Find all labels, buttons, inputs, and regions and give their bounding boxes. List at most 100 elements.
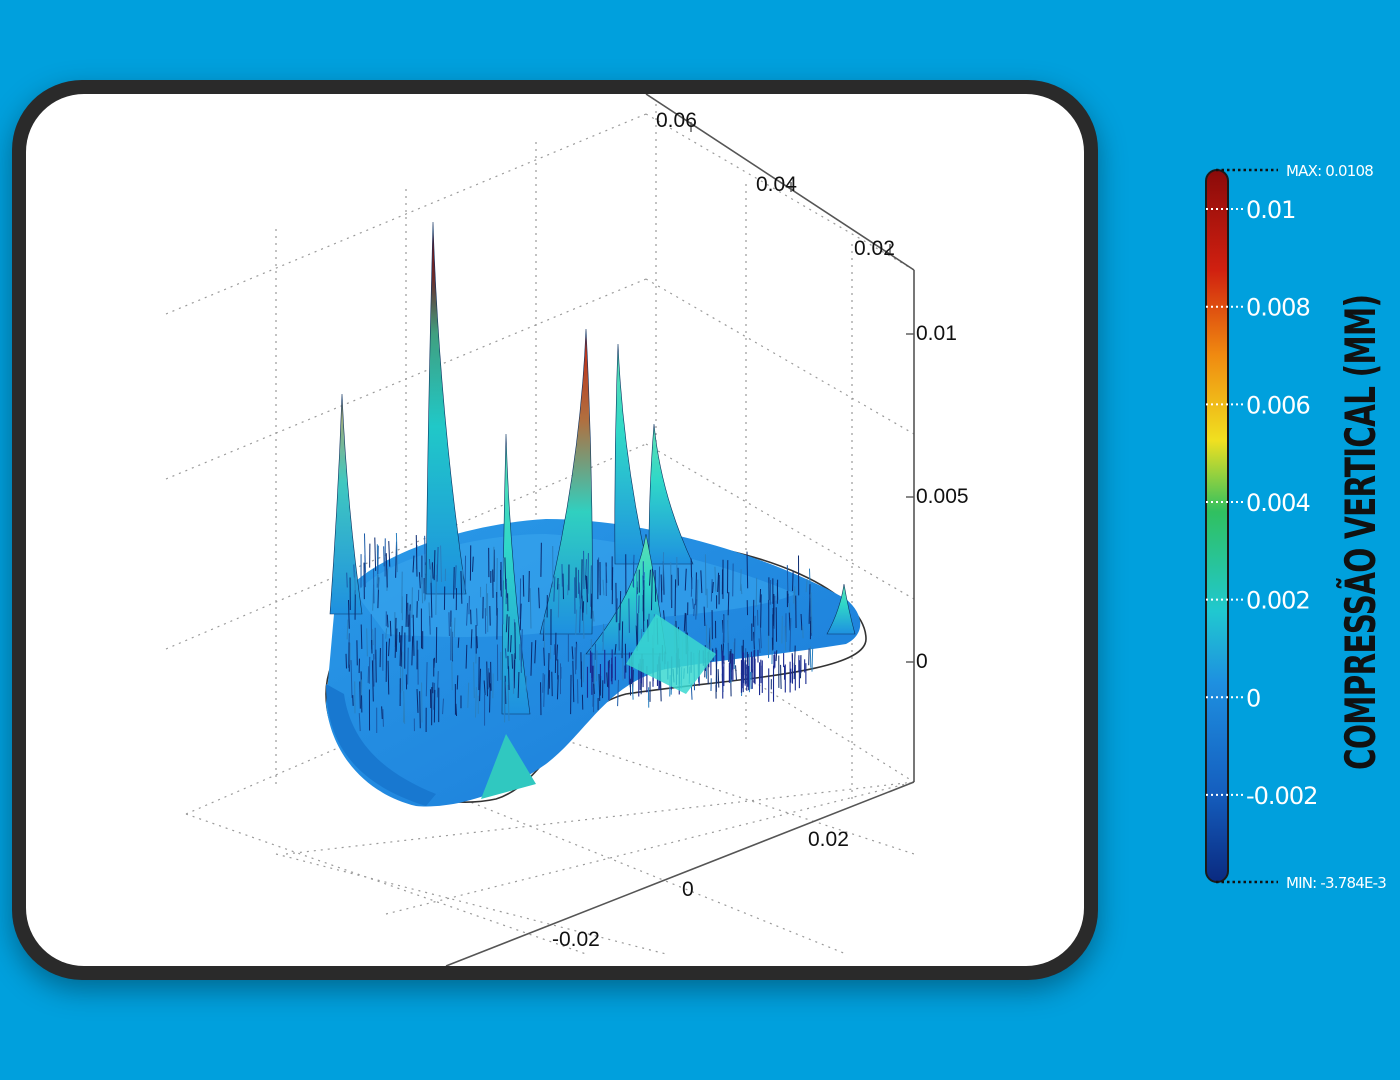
- surface-needle: [530, 642, 533, 676]
- surface-needle: [466, 603, 469, 626]
- surface-needle: [455, 703, 458, 717]
- surface-needle: [508, 666, 510, 691]
- surface-needle: [717, 669, 720, 688]
- surface-needle: [476, 608, 478, 626]
- surface-needle: [746, 551, 749, 589]
- surface-needle: [486, 661, 488, 697]
- surface-needle: [421, 577, 424, 604]
- surface-needle: [483, 680, 486, 695]
- surface-needle: [430, 563, 432, 583]
- colorbar-tick-label: 0.01: [1246, 196, 1295, 224]
- surface-needle: [572, 660, 575, 703]
- surface-needle: [606, 672, 609, 687]
- surface-needle: [574, 647, 577, 675]
- surface-spike: [539, 328, 593, 635]
- surface-needle: [346, 619, 349, 640]
- surface-needle: [753, 615, 756, 641]
- surface-needle: [784, 625, 787, 651]
- axis-tick-labels: 0.06 0.04 0.02 0.01 0.005 0 0.02 0 -0.02: [552, 109, 969, 951]
- surface-needle: [520, 637, 522, 673]
- surface-needle: [465, 644, 468, 669]
- surface-needle: [598, 674, 601, 701]
- surface-needle: [642, 575, 644, 590]
- surface-needle: [586, 575, 588, 603]
- surface-needle: [519, 603, 522, 631]
- surface-needle: [805, 579, 808, 593]
- surface-needle: [387, 660, 390, 695]
- surface-spike: [614, 343, 648, 565]
- surface-needle: [690, 577, 693, 597]
- surface-needle: [346, 572, 348, 588]
- surface-needle: [511, 653, 514, 669]
- surface-needle: [389, 620, 392, 637]
- grid-lines: [165, 104, 915, 955]
- grid-line: [165, 113, 647, 315]
- surface-needle: [470, 629, 473, 649]
- surface-needle: [759, 628, 762, 649]
- surface-needle: [418, 572, 421, 589]
- surface-needle: [791, 570, 794, 591]
- surface-needle: [758, 638, 761, 653]
- surface-needle: [575, 609, 578, 635]
- colorbar-title: COMPRESSÃO VERTICAL (MM): [1336, 294, 1385, 770]
- surface-needle: [590, 565, 592, 607]
- y-tick-label: 0.02: [854, 237, 895, 260]
- surface-needle: [614, 643, 617, 655]
- grid-line: [545, 733, 915, 855]
- surface-needle: [436, 671, 439, 698]
- grid-line: [425, 783, 847, 955]
- surface-needle: [619, 591, 622, 631]
- surface-needle: [504, 648, 507, 659]
- surface-needle: [695, 599, 698, 620]
- surface-needle: [760, 594, 762, 628]
- surface-needle: [554, 632, 557, 674]
- surface-needle: [793, 588, 795, 604]
- surface-needle: [808, 584, 811, 624]
- surface-needle: [538, 587, 540, 609]
- surface-needle: [582, 612, 585, 639]
- colorbar-legend: MAX: 0.0108 MIN: -3.784E-3 0.01 0.008 0.006 0…: [1180, 150, 1400, 910]
- surface-needle: [602, 623, 605, 652]
- surface-needle: [395, 628, 398, 652]
- plot-area: 0.06 0.04 0.02 0.01 0.005 0 0.02 0 -0.02: [26, 94, 1084, 966]
- z-tick-label: 0.005: [916, 485, 969, 508]
- surface-needle: [385, 628, 388, 639]
- surface-needle: [704, 554, 707, 596]
- surface-needle: [592, 610, 595, 622]
- surface-needle: [388, 541, 391, 567]
- surface-needle: [453, 617, 456, 638]
- surface-needle: [425, 662, 428, 697]
- surface-needle: [457, 637, 460, 648]
- surface-needle: [695, 572, 697, 606]
- surface-needle: [703, 606, 706, 627]
- surface-needle: [479, 668, 482, 702]
- surface-needle: [773, 595, 776, 629]
- surface-needle: [433, 657, 436, 668]
- colorbar-tick-label: 0.008: [1246, 294, 1310, 322]
- surface-needle: [507, 616, 510, 652]
- surface-needle: [658, 566, 661, 603]
- surface-needle: [789, 617, 792, 652]
- surface-needle: [662, 552, 665, 591]
- surface-needle: [775, 650, 778, 662]
- surface-needle: [407, 647, 409, 685]
- surface-needle: [753, 631, 755, 650]
- surface-needle: [411, 636, 414, 666]
- surface-needle: [419, 691, 421, 729]
- colorbar-min-label: MIN: -3.784E-3: [1286, 874, 1386, 892]
- surface-needle: [780, 664, 782, 690]
- surface-needle: [442, 698, 444, 715]
- surface-needle: [693, 603, 696, 617]
- colorbar-tick-label: 0.004: [1246, 489, 1310, 517]
- surface-needle: [433, 550, 436, 581]
- surface-needle: [405, 593, 408, 627]
- grid-line: [185, 813, 587, 955]
- surface-needle: [578, 582, 581, 599]
- surface-needle: [412, 614, 415, 656]
- surface-needle: [547, 653, 550, 695]
- surface-needle: [802, 625, 804, 639]
- surface-needle: [382, 709, 384, 727]
- surface-mesh: [325, 221, 867, 807]
- surface-needle: [371, 660, 374, 702]
- surface-needle: [602, 579, 605, 596]
